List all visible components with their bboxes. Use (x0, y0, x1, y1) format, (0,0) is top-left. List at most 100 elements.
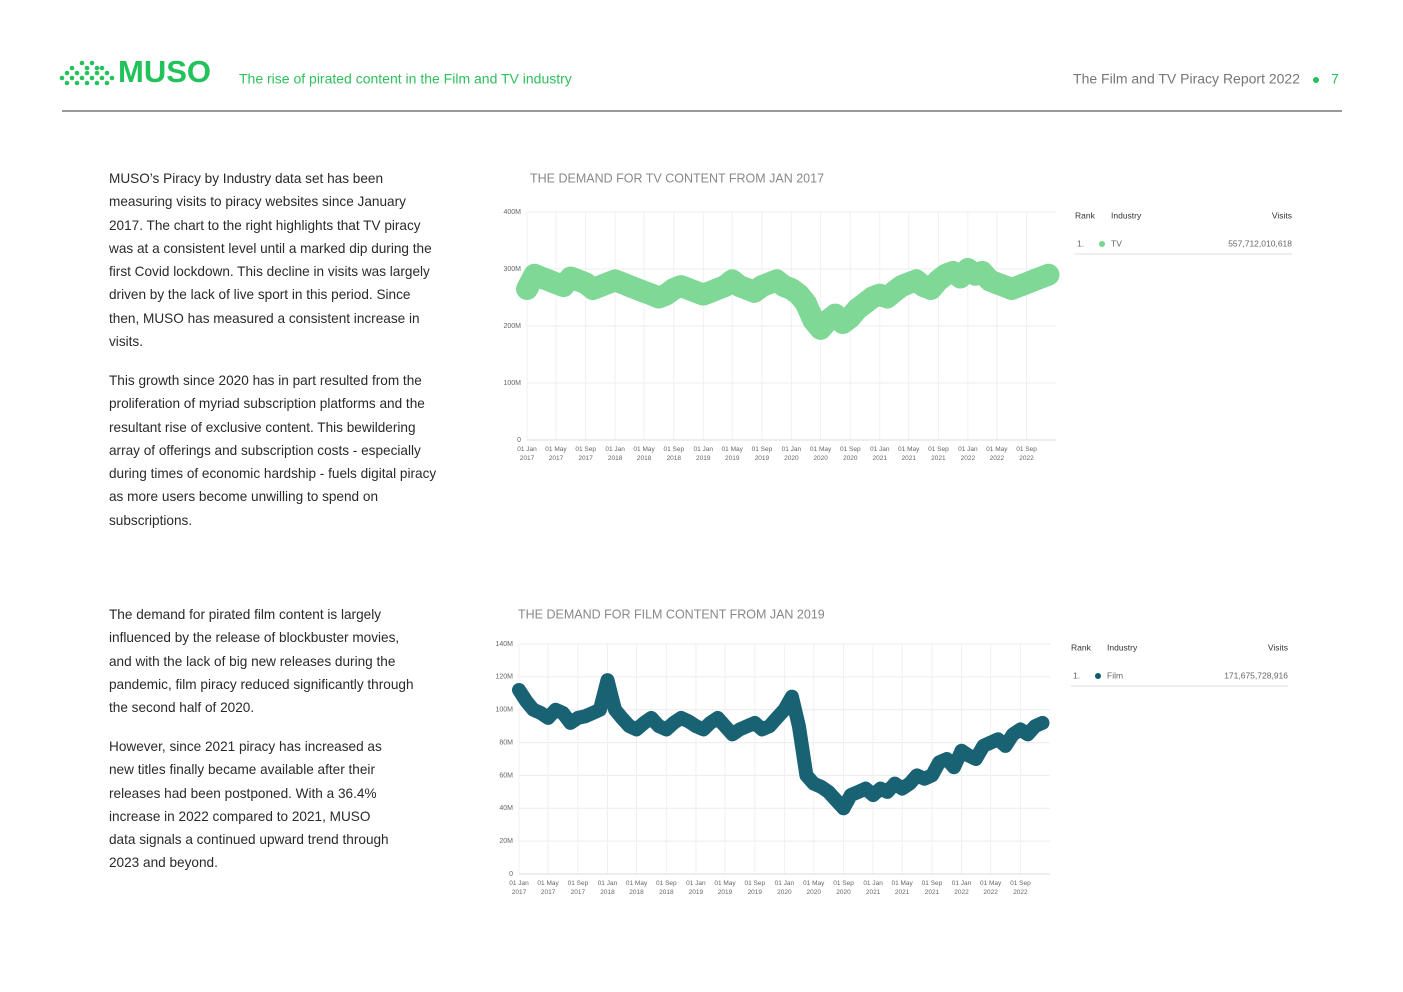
x-tick-label: 01 Jan 2022 (958, 446, 978, 462)
x-tick-label: 01 May 2021 (898, 446, 920, 462)
x-tick-label: 01 May 2017 (537, 880, 559, 896)
y-tick-label: 300M (503, 266, 521, 273)
x-tick-label: 01 Jan 2020 (775, 880, 795, 896)
x-tick-label-line: 2022 (961, 455, 976, 462)
x-tick-label: 01 Sep 2018 (656, 880, 677, 896)
chart-title: THE DEMAND FOR TV CONTENT FROM JAN 2017 (530, 171, 824, 185)
table-cell: TV (1111, 238, 1122, 248)
y-tick-label: 200M (503, 323, 521, 330)
x-tick-label-line: 01 May (626, 880, 648, 887)
x-tick-label-line: 2018 (659, 889, 674, 896)
x-tick-label-line: 2022 (990, 455, 1005, 462)
x-tick-label: 01 May 2018 (633, 446, 655, 462)
x-tick-label: 01 Sep 2020 (840, 446, 861, 462)
x-tick-label-line: 01 Jan (598, 880, 618, 887)
x-tick-label: 01 Jan 2020 (782, 446, 802, 462)
x-tick-label: 01 Jan 2018 (605, 446, 625, 462)
x-tick-label-line: 01 Jan (775, 880, 795, 887)
y-tick-label: 400M (503, 209, 521, 216)
x-tick-label-line: 01 May (810, 446, 832, 453)
x-tick-label: 01 Jan 2017 (509, 880, 529, 896)
x-tick-label-line: 01 Jan (863, 880, 883, 887)
x-tick-label-line: 01 May (986, 446, 1008, 453)
x-tick-label-line: 01 Jan (952, 880, 972, 887)
y-tick-label: 20M (499, 838, 513, 845)
x-tick-label: 01 May 2018 (626, 880, 648, 896)
table-cell: 171,675,728,916 (1224, 670, 1288, 680)
y-tick-label: 0 (517, 437, 521, 444)
table-cell: Film (1107, 670, 1123, 680)
x-tick-label: 01 Jan 2019 (686, 880, 706, 896)
x-tick-label-line: 01 Sep (928, 446, 949, 453)
page-number: 7 (1331, 71, 1339, 87)
x-tick-label-line: 01 Sep (752, 446, 773, 453)
x-tick-label-line: 2020 (806, 889, 821, 896)
x-tick-label-line: 2019 (689, 889, 704, 896)
x-tick-label-line: 2017 (578, 455, 593, 462)
x-tick-label: 01 Jan 2021 (870, 446, 890, 462)
y-tick-label: 60M (499, 772, 513, 779)
x-tick-label: 01 Sep 2018 (663, 446, 684, 462)
x-tick-label-line: 2019 (725, 455, 740, 462)
x-tick-label: 01 May 2022 (986, 446, 1008, 462)
x-tick-label: 01 May 2020 (810, 446, 832, 462)
x-tick-label-line: 2021 (901, 455, 916, 462)
x-tick-label-line: 2022 (1013, 889, 1028, 896)
x-tick-label-line: 01 Sep (568, 880, 589, 887)
table-cell: 557,712,010,618 (1228, 238, 1292, 248)
x-tick-label-line: 2021 (866, 889, 881, 896)
x-tick-label: 01 Sep 2019 (745, 880, 766, 896)
x-tick-label-line: 2018 (667, 455, 682, 462)
legend-dot (1099, 241, 1105, 247)
x-tick-label-line: 01 May (722, 446, 744, 453)
x-tick-label-line: 2017 (541, 889, 556, 896)
x-tick-label-line: 2019 (718, 889, 733, 896)
x-tick-label-line: 2021 (895, 889, 910, 896)
y-tick-label: 0 (509, 871, 513, 878)
subtitle: The rise of pirated content in the Film … (239, 71, 572, 87)
x-tick-label-line: 2021 (925, 889, 940, 896)
x-tick-label-line: 01 Sep (1016, 446, 1037, 453)
series-line (512, 673, 1050, 816)
y-tick-label: 100M (495, 707, 513, 714)
x-tick-label-line: 01 Sep (1010, 880, 1031, 887)
x-tick-label: 01 Sep 2022 (1016, 446, 1037, 462)
x-tick-label-line: 01 May (803, 880, 825, 887)
x-tick-label-line: 01 Jan (693, 446, 713, 453)
x-tick-label-line: 01 May (891, 880, 913, 887)
x-tick-label: 01 Sep 2021 (922, 880, 943, 896)
x-tick-label-line: 01 Sep (833, 880, 854, 887)
x-tick-label-line: 01 Jan (870, 446, 890, 453)
x-tick-label: 01 Jan 2022 (952, 880, 972, 896)
legend-dot (1095, 673, 1101, 679)
table-cell: 1. (1077, 238, 1084, 248)
x-tick-label-line: 2018 (608, 455, 623, 462)
x-tick-label-line: 2021 (931, 455, 946, 462)
separator-dot (1313, 77, 1319, 83)
table-header: Visits (1268, 642, 1288, 652)
x-tick-label-line: 01 May (714, 880, 736, 887)
x-tick-label: 01 May 2022 (980, 880, 1002, 896)
table-cell: 1. (1073, 670, 1080, 680)
x-tick-label-line: 01 Sep (663, 446, 684, 453)
x-tick-label-line: 01 Sep (575, 446, 596, 453)
x-tick-label-line: 2019 (696, 455, 711, 462)
x-tick-label: 01 May 2019 (714, 880, 736, 896)
x-tick-label: 01 Sep 2017 (575, 446, 596, 462)
y-tick-label: 80M (499, 739, 513, 746)
paragraph: MUSO’s Piracy by Industry data set has b… (109, 171, 432, 350)
x-tick-label: 01 Sep 2017 (568, 880, 589, 896)
x-tick-label-line: 2019 (755, 455, 770, 462)
x-tick-label-line: 2019 (748, 889, 763, 896)
report-title: The Film and TV Piracy Report 2022 (1073, 71, 1300, 87)
table-header: Industry (1111, 210, 1142, 220)
x-tick-label-line: 01 Sep (840, 446, 861, 453)
x-tick-label-line: 2017 (571, 889, 586, 896)
x-tick-label-line: 2020 (784, 455, 799, 462)
x-tick-label: 01 Sep 2019 (752, 446, 773, 462)
x-tick-label-line: 01 Sep (745, 880, 766, 887)
x-tick-label-line: 01 May (537, 880, 559, 887)
x-tick-label-line: 2017 (549, 455, 564, 462)
x-tick-label-line: 01 Jan (509, 880, 529, 887)
